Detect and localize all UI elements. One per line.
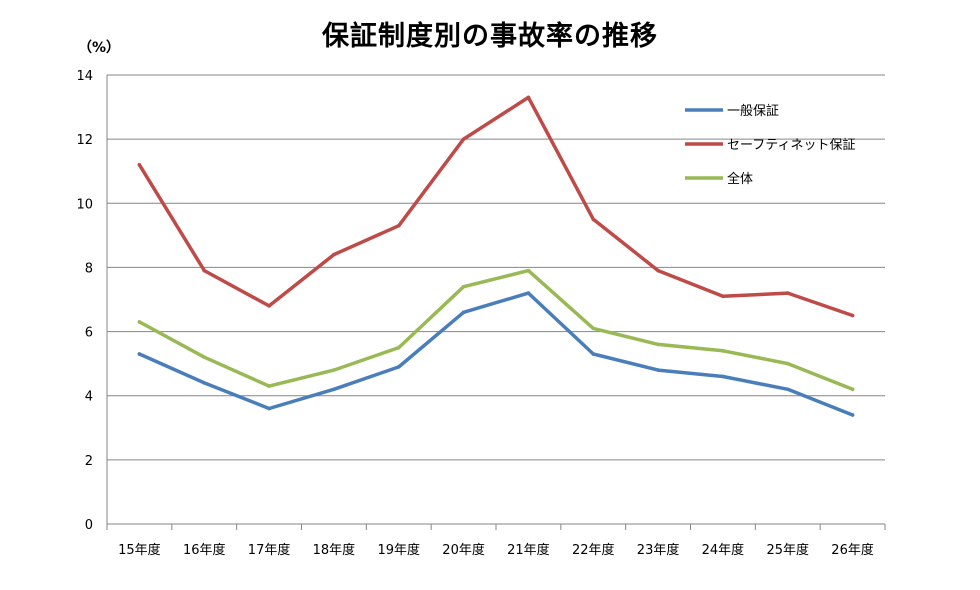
x-tick-label: 23年度 <box>637 542 680 558</box>
data-point <box>656 368 660 372</box>
data-point <box>526 95 531 100</box>
data-point <box>785 361 790 366</box>
data-point <box>332 368 336 372</box>
data-point <box>267 384 271 388</box>
data-point <box>396 223 401 228</box>
data-point <box>656 342 660 347</box>
data-point <box>850 313 855 318</box>
data-point <box>785 291 790 295</box>
data-point <box>461 310 466 315</box>
x-tick-label: 19年度 <box>377 542 420 558</box>
series-line-3 <box>137 268 855 392</box>
x-tick-label: 25年度 <box>766 542 809 558</box>
data-point <box>267 304 271 308</box>
data-point <box>850 413 855 417</box>
legend-label: 一般保証 <box>727 103 779 119</box>
x-tick-label: 16年度 <box>183 542 226 558</box>
y-tick-label: 6 <box>85 326 93 341</box>
data-point <box>396 365 401 369</box>
series-line-1 <box>137 291 855 417</box>
data-point <box>591 217 596 222</box>
data-point <box>591 352 596 356</box>
y-axis-unit-label: （%） <box>78 40 121 56</box>
data-point <box>526 291 531 295</box>
data-point <box>591 326 596 331</box>
series-line-2 <box>137 95 855 318</box>
data-point <box>461 284 466 289</box>
x-tick-label: 15年度 <box>118 542 161 558</box>
data-point <box>721 349 725 353</box>
data-point <box>721 294 725 299</box>
x-tick-label: 20年度 <box>442 542 485 558</box>
data-point <box>202 355 207 360</box>
data-point <box>137 163 142 167</box>
x-tick-label: 21年度 <box>507 542 550 558</box>
data-point <box>396 345 401 350</box>
y-tick-label: 12 <box>76 133 93 148</box>
data-point <box>137 320 142 324</box>
y-tick-label: 8 <box>85 261 93 276</box>
data-point <box>267 406 271 411</box>
data-point <box>137 352 142 356</box>
data-point <box>461 137 466 141</box>
data-point <box>785 387 790 392</box>
y-tick-label: 14 <box>76 69 93 84</box>
legend-label: 全体 <box>727 171 753 187</box>
y-tick-label: 4 <box>85 390 93 405</box>
x-tick-label: 18年度 <box>313 542 356 558</box>
chart-title: 保証制度別の事故率の推移 <box>322 21 658 52</box>
x-tick-label: 17年度 <box>248 542 291 558</box>
x-tick-label: 24年度 <box>702 542 745 558</box>
y-tick-label: 0 <box>85 518 93 533</box>
x-tick-label: 26年度 <box>831 542 874 558</box>
data-point <box>656 268 660 273</box>
x-tick-label: 22年度 <box>572 542 615 558</box>
y-tick-label: 2 <box>85 454 93 469</box>
data-point <box>202 381 207 385</box>
y-tick-label: 10 <box>76 197 93 212</box>
legend-label: セーフティネット保証 <box>727 138 855 153</box>
data-point <box>202 268 207 273</box>
data-point <box>332 387 336 392</box>
data-point <box>721 374 725 379</box>
data-point <box>850 387 855 392</box>
data-point <box>526 268 531 273</box>
data-point <box>332 252 336 257</box>
